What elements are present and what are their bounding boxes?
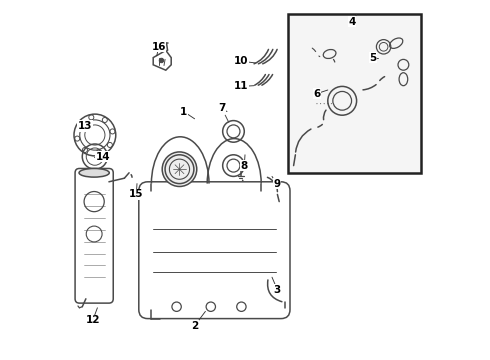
Text: 4: 4 — [348, 17, 356, 27]
FancyBboxPatch shape — [139, 182, 290, 319]
Circle shape — [162, 152, 197, 186]
Text: 12: 12 — [85, 315, 100, 325]
Bar — [288, 14, 421, 173]
Text: 7: 7 — [218, 103, 225, 113]
Text: 15: 15 — [129, 189, 144, 199]
Text: 2: 2 — [191, 321, 198, 331]
FancyBboxPatch shape — [75, 168, 113, 303]
Text: 14: 14 — [96, 152, 110, 162]
Circle shape — [159, 58, 164, 63]
Text: 6: 6 — [314, 89, 320, 99]
Text: 5: 5 — [369, 53, 376, 63]
Ellipse shape — [79, 168, 109, 177]
Polygon shape — [153, 50, 171, 70]
Text: 13: 13 — [77, 121, 92, 131]
Text: 3: 3 — [274, 285, 281, 295]
Text: 10: 10 — [234, 56, 248, 66]
Text: 11: 11 — [234, 81, 248, 91]
Text: 1: 1 — [180, 107, 188, 117]
Text: 16: 16 — [151, 42, 166, 52]
Text: 9: 9 — [273, 179, 280, 189]
Text: 8: 8 — [241, 161, 248, 171]
